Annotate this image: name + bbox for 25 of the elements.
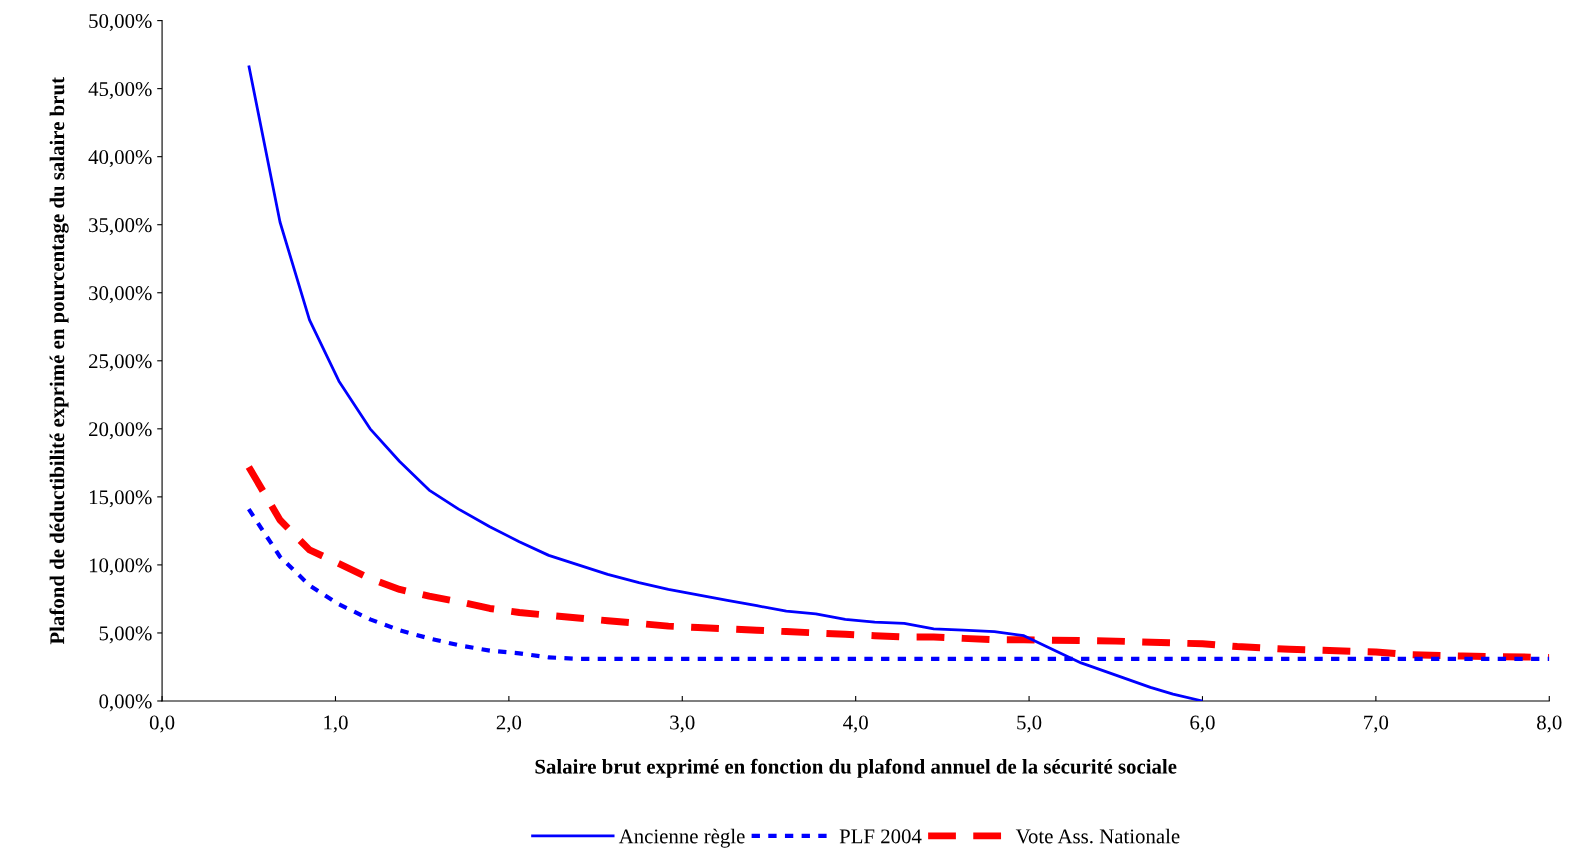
x-axis-title: Salaire brut exprimé en fonction du plafond annuel de la sécurité sociale xyxy=(535,758,1177,778)
y-tick-label: 50,00% xyxy=(89,13,152,32)
y-tick-label: 20,00% xyxy=(89,422,152,440)
y-tick-label: 40,00% xyxy=(88,150,152,168)
x-tick-label: 7,0 xyxy=(1364,715,1389,733)
x-tick-label: 2,0 xyxy=(496,715,522,733)
y-tick-label: 25,00% xyxy=(89,354,152,372)
y-tick-label: 45,00% xyxy=(88,82,152,100)
y-tick-label: 0,00% xyxy=(99,694,152,712)
legend-label: Vote Ass. Nationale xyxy=(1015,828,1180,844)
y-tick-label: 15,00% xyxy=(89,490,152,508)
x-tick-label: 3,0 xyxy=(670,715,695,733)
x-tick-label: 4,0 xyxy=(843,715,868,733)
y-tick-label: 30,00% xyxy=(89,286,152,304)
y-tick-label: 5,00% xyxy=(99,626,152,644)
x-tick-label: 5,0 xyxy=(1017,715,1042,733)
y-tick-label: 10,00% xyxy=(89,558,152,576)
x-tick-label: 0,0 xyxy=(149,715,175,733)
y-axis-title: Plafond de déductibilité exprimé en pourcentage du salaire brut xyxy=(49,77,69,645)
x-tick-label: 8,0 xyxy=(1537,715,1562,733)
x-tick-label: 1,0 xyxy=(324,715,348,733)
legend-label: Ancienne règle xyxy=(618,828,745,848)
y-tick-label: 35,00% xyxy=(89,218,152,236)
x-tick-label: 6,0 xyxy=(1190,715,1215,733)
legend-label: PLF 2004 xyxy=(839,829,922,844)
